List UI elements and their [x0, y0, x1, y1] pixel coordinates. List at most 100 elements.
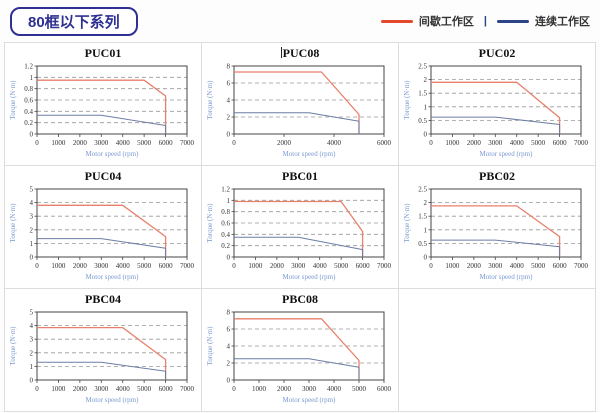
- y-tick-label: 5: [30, 186, 34, 194]
- x-tick-label: 4000: [116, 385, 131, 393]
- legend-item-intermittent: 间歇工作区: [380, 13, 474, 29]
- y-tick-label: 0.6: [221, 220, 230, 228]
- chart-svg-PBC01: 0 0.2 0.4 0.6 0.8 1 1.2 0 1000 2000 3000 4000 5000 60…: [206, 186, 392, 282]
- chart-plot: 0 1 2 3 4 5 0 1000 2000 3000 4000 5000 6000 7000 Motor…: [7, 306, 199, 410]
- x-tick-label: 5000: [137, 139, 152, 147]
- x-tick-label: 5000: [137, 385, 152, 393]
- y-tick-label: 0: [30, 377, 34, 385]
- x-tick-label: 2000: [277, 385, 292, 393]
- y-tick-label: 0: [424, 131, 428, 139]
- y-tick-label: 1: [30, 363, 34, 371]
- x-tick-label: 2000: [270, 262, 285, 270]
- y-tick-label: 2: [424, 76, 428, 84]
- chart-cell-PUC02: PUC02 0 0.5 1 1.5 2 2.5 0 1000 2000 3000 4000 5000 6…: [399, 43, 596, 166]
- x-tick-label: 2000: [73, 385, 88, 393]
- continuous-duty-curve: [234, 358, 360, 380]
- chart-cell-PBC01: PBC01 0 0.2 0.4 0.6 0.8 1 1.2 0 1000 2000 3000 4000…: [202, 166, 399, 289]
- x-tick-label: 0: [429, 139, 433, 147]
- intermittent-duty-curve: [234, 318, 360, 380]
- y-tick-label: 1.5: [418, 90, 427, 98]
- y-axis-label: Torque (N·m): [206, 203, 214, 243]
- chart-cell-PUC04: PUC04 0 1 2 3 4 5 0 1000 2000 3000 4000 5000 6000 700…: [5, 166, 202, 289]
- x-tick-label: 1000: [445, 139, 460, 147]
- x-tick-label: 6000: [159, 385, 174, 393]
- x-tick-label: 0: [35, 262, 39, 270]
- x-tick-label: 0: [35, 385, 39, 393]
- y-tick-label: 2: [227, 360, 231, 368]
- y-tick-label: 2.5: [418, 63, 427, 71]
- chart-cell-PBC04: PBC04 0 1 2 3 4 5 0 1000 2000 3000 4000 5000 6000 700…: [5, 289, 202, 412]
- y-tick-label: 1.5: [418, 213, 427, 221]
- blue-line-swatch-icon: [497, 19, 529, 23]
- y-tick-label: 0: [424, 254, 428, 262]
- plot-border: [430, 65, 582, 135]
- chart-plot: 0 0.2 0.4 0.6 0.8 1 1.2 0 1000 2000 3000 4000 5000 60…: [204, 183, 396, 287]
- y-tick-label: 4: [227, 97, 231, 105]
- plot-border: [36, 311, 188, 381]
- x-tick-label: 1000: [445, 262, 460, 270]
- chart-svg-PUC02: 0 0.5 1 1.5 2 2.5 0 1000 2000 3000 4000 5000 6000 700…: [403, 63, 589, 159]
- x-tick-label: 2000: [277, 139, 292, 147]
- x-tick-label: 5000: [137, 262, 152, 270]
- y-axis-label: Torque (N·m): [206, 326, 214, 366]
- x-tick-label: 6000: [553, 139, 568, 147]
- plot-border: [36, 188, 188, 258]
- x-tick-label: 5000: [352, 385, 367, 393]
- chart-title: PUC01: [84, 46, 122, 60]
- chart-plot: 0 0.5 1 1.5 2 2.5 0 1000 2000 3000 4000 5000 6000 700…: [401, 183, 593, 287]
- x-tick-label: 3000: [94, 385, 109, 393]
- x-tick-label: 4000: [327, 139, 342, 147]
- legend-separator: |: [483, 15, 487, 27]
- x-tick-label: 1000: [51, 385, 66, 393]
- y-tick-label: 2: [424, 199, 428, 207]
- y-tick-label: 1: [30, 74, 34, 82]
- y-tick-label: 8: [227, 63, 231, 71]
- x-tick-label: 4000: [510, 262, 525, 270]
- chart-plot: 0 0.2 0.4 0.6 0.8 1 1.2 0 1000 2000 3000 4000 5000 60…: [7, 60, 199, 164]
- chart-svg-PBC02: 0 0.5 1 1.5 2 2.5 0 1000 2000 3000 4000 5000 6000 700…: [403, 186, 589, 282]
- chart-title: PUC04: [84, 169, 122, 183]
- x-tick-label: 4000: [116, 139, 131, 147]
- y-tick-label: 4: [30, 322, 34, 330]
- chart-plot: 0 2 4 6 8 0 1000 2000 3000 4000 5000 6000 Motor spee…: [204, 306, 396, 410]
- y-tick-label: 4: [227, 343, 231, 351]
- y-axis-label: Torque (N·m): [403, 203, 411, 243]
- chart-svg-PUC01: 0 0.2 0.4 0.6 0.8 1 1.2 0 1000 2000 3000 4000 5000 60…: [9, 63, 195, 159]
- continuous-duty-curve: [431, 116, 561, 134]
- x-tick-label: 7000: [180, 139, 195, 147]
- red-line-swatch-icon: [380, 19, 413, 23]
- y-tick-label: 4: [30, 199, 34, 207]
- chart-plot: 0 1 2 3 4 5 0 1000 2000 3000 4000 5000 6000 7000 Motor…: [7, 183, 199, 287]
- text-cursor: [280, 47, 282, 58]
- x-tick-label: 3000: [94, 139, 109, 147]
- y-tick-label: 2: [30, 349, 34, 357]
- y-tick-label: 6: [227, 326, 231, 334]
- chart-cell-PUC01: PUC01 0 0.2 0.4 0.6 0.8 1 1.2 0 1000 2000 3000 4000…: [5, 43, 202, 166]
- intermittent-duty-curve: [234, 200, 364, 257]
- chart-svg-PBC04: 0 1 2 3 4 5 0 1000 2000 3000 4000 5000 6000 7000 Motor…: [9, 309, 195, 405]
- y-tick-label: 0.4: [221, 231, 230, 239]
- x-tick-label: 5000: [531, 262, 546, 270]
- continuous-duty-curve: [431, 239, 561, 257]
- continuous-duty-curve: [234, 112, 360, 134]
- chart-title: PUC08: [280, 46, 320, 60]
- chart-cell-PBC02: PBC02 0 0.5 1 1.5 2 2.5 0 1000 2000 3000 4000 5000 6…: [399, 166, 596, 289]
- plot-border: [430, 188, 582, 258]
- y-tick-label: 1.2: [221, 186, 230, 194]
- continuous-duty-curve: [234, 236, 364, 257]
- y-tick-label: 0.2: [24, 119, 33, 127]
- x-axis-label: Motor speed (rpm): [86, 396, 140, 404]
- intermittent-duty-curve: [234, 71, 360, 134]
- y-tick-label: 0.4: [24, 108, 33, 116]
- y-tick-label: 0.8: [24, 85, 33, 93]
- x-axis-label: Motor speed (rpm): [86, 150, 140, 158]
- x-axis-label: Motor speed (rpm): [283, 396, 337, 404]
- chart-plot: 0 2 4 6 8 0 2000 4000 6000 Motor speed (rpm) Torqu…: [204, 60, 396, 164]
- chart-title: PBC01: [282, 169, 318, 183]
- y-tick-label: 5: [30, 309, 34, 317]
- intermittent-duty-curve: [37, 326, 167, 380]
- x-tick-label: 1000: [51, 139, 66, 147]
- x-tick-label: 1000: [248, 262, 263, 270]
- x-tick-label: 6000: [377, 385, 392, 393]
- header: 80框以下系列 间歇工作区 | 连续工作区: [0, 0, 600, 42]
